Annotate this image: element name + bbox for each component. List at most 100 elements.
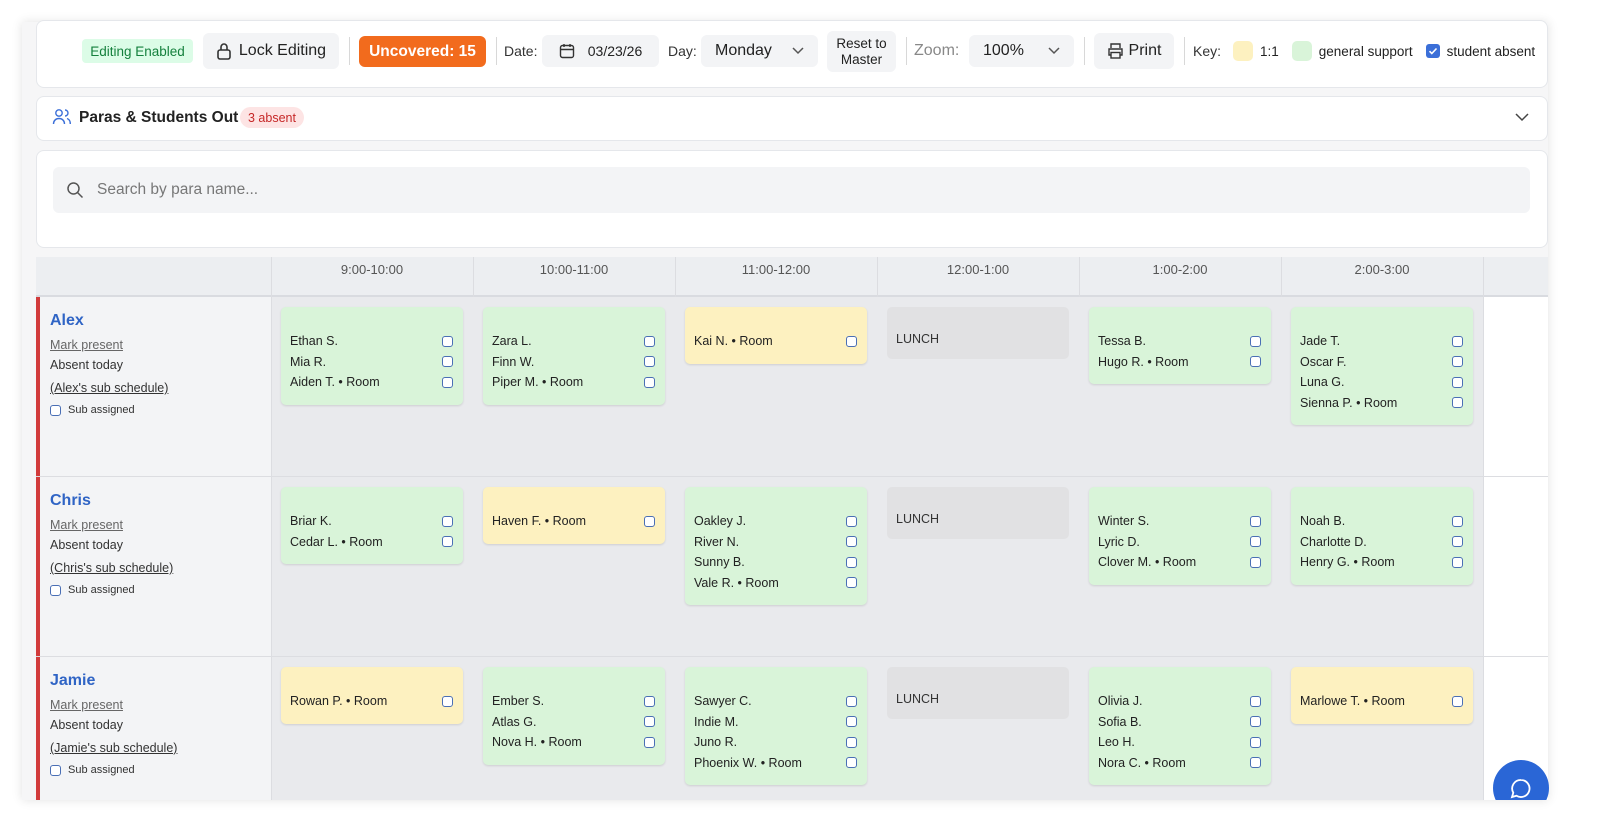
- student-name: Sawyer C.: [694, 694, 752, 709]
- student-absent-checkbox[interactable]: [644, 335, 655, 347]
- sub-schedule-link[interactable]: (Alex's sub schedule): [50, 381, 169, 395]
- divider: [906, 37, 907, 65]
- day-value: Monday: [715, 42, 772, 59]
- student-absent-checkbox[interactable]: [846, 736, 857, 748]
- para-name[interactable]: Chris: [50, 492, 91, 509]
- sub-schedule-link[interactable]: (Chris's sub schedule): [50, 561, 174, 575]
- student-name: Atlas G.: [492, 714, 537, 729]
- mark-present-link[interactable]: Mark present: [50, 338, 123, 352]
- print-button[interactable]: Print: [1094, 33, 1174, 69]
- mark-present-link[interactable]: Mark present: [50, 698, 123, 712]
- student-absent-checkbox[interactable]: [846, 577, 857, 589]
- reset-button[interactable]: Reset to Master: [827, 31, 896, 72]
- assignment-card: Haven F. • Room: [483, 487, 665, 544]
- student-absent-checkbox[interactable]: [846, 556, 857, 568]
- student-absent-checkbox[interactable]: [1250, 736, 1261, 748]
- student-absent-checkbox[interactable]: [846, 716, 857, 728]
- student-row: Finn W.: [492, 352, 655, 373]
- student-absent-checkbox[interactable]: [846, 757, 857, 769]
- assignment-card: Jade T. Oscar F. Luna G. Sienna P. • Room: [1291, 307, 1473, 425]
- student-name: Zara L.: [492, 334, 532, 349]
- student-name: Vale R. • Room: [694, 575, 779, 590]
- student-absent-checkbox[interactable]: [846, 335, 857, 347]
- column-divider: [271, 257, 272, 800]
- para-name[interactable]: Jamie: [50, 672, 96, 689]
- student-absent-checkbox[interactable]: [846, 695, 857, 707]
- student-absent-checkbox[interactable]: [442, 335, 453, 347]
- student-absent-checkbox[interactable]: [1250, 335, 1261, 347]
- divider: [496, 37, 497, 65]
- student-absent-checkbox[interactable]: [1452, 335, 1463, 347]
- student-absent-checkbox[interactable]: [442, 695, 453, 707]
- assignment-card: Sawyer C. Indie M. Juno R. Phoenix W. • Roo…: [685, 667, 867, 785]
- sub-assigned-checkbox[interactable]: [50, 764, 61, 776]
- student-row: Oscar F.: [1300, 352, 1463, 373]
- student-absent-checkbox[interactable]: [1452, 376, 1463, 388]
- student-absent-checkbox[interactable]: [1452, 536, 1463, 548]
- date-input[interactable]: 03/23/26: [542, 35, 659, 67]
- lock-button[interactable]: Lock Editing: [203, 33, 339, 69]
- student-name: Oakley J.: [694, 514, 747, 529]
- sub-assigned-checkbox[interactable]: [50, 584, 61, 596]
- absent-status: Absent today: [50, 718, 123, 732]
- student-absent-checkbox[interactable]: [1452, 397, 1463, 409]
- student-absent-checkbox[interactable]: [1250, 757, 1261, 769]
- zoom-select[interactable]: 100%: [969, 35, 1074, 67]
- lunch-label: LUNCH: [896, 692, 940, 706]
- student-absent-checkbox[interactable]: [846, 536, 857, 548]
- student-absent-checkbox[interactable]: [442, 356, 453, 368]
- student-absent-checkbox[interactable]: [644, 736, 655, 748]
- student-absent-checkbox[interactable]: [644, 695, 655, 707]
- student-absent-checkbox[interactable]: [442, 515, 453, 527]
- assignment-card: Rowan P. • Room: [281, 667, 463, 724]
- search-input[interactable]: [53, 167, 1530, 213]
- chat-button[interactable]: [1493, 760, 1549, 800]
- student-row: Nova H. • Room: [492, 732, 655, 753]
- student-name: Tessa B.: [1098, 334, 1146, 349]
- student-absent-checkbox[interactable]: [644, 356, 655, 368]
- student-absent-checkbox[interactable]: [1250, 356, 1261, 368]
- mark-present-link[interactable]: Mark present: [50, 518, 123, 532]
- student-absent-checkbox[interactable]: [1250, 515, 1261, 527]
- time-slot: 1:00-2:00: [1152, 262, 1208, 277]
- student-absent-checkbox[interactable]: [1250, 716, 1261, 728]
- sub-assigned-checkbox[interactable]: [50, 404, 61, 416]
- student-absent-checkbox[interactable]: [1250, 695, 1261, 707]
- student-row: Indie M.: [694, 712, 857, 733]
- student-row: Leo H.: [1098, 732, 1261, 753]
- student-absent-checkbox[interactable]: [644, 515, 655, 527]
- day-select[interactable]: Monday: [701, 35, 818, 67]
- student-absent-checkbox[interactable]: [1452, 695, 1463, 707]
- student-absent-checkbox[interactable]: [442, 376, 453, 388]
- student-row: Sawyer C.: [694, 691, 857, 712]
- student-absent-checkbox[interactable]: [442, 536, 453, 548]
- para-name[interactable]: Alex: [50, 312, 84, 329]
- time-slot: 10:00-11:00: [539, 262, 609, 277]
- student-name: Nova H. • Room: [492, 735, 582, 750]
- divider: [349, 37, 350, 65]
- student-absent-checkbox[interactable]: [644, 716, 655, 728]
- date-label: Date:: [504, 43, 538, 59]
- student-absent-checkbox[interactable]: [644, 376, 655, 388]
- student-absent-checkbox[interactable]: [1250, 556, 1261, 568]
- student-row: Oakley J.: [694, 511, 857, 532]
- absent-status: Absent today: [50, 538, 123, 552]
- student-row: Lyric D.: [1098, 532, 1261, 553]
- absent-indicator: [36, 297, 40, 477]
- student-absent-checkbox[interactable]: [1250, 536, 1261, 548]
- student-name: Olivia J.: [1098, 694, 1143, 709]
- student-absent-checkbox[interactable]: [846, 515, 857, 527]
- student-absent-checkbox[interactable]: [1452, 356, 1463, 368]
- sub-schedule-link[interactable]: (Jamie's sub schedule): [50, 741, 178, 755]
- uncovered-button[interactable]: Uncovered: 15: [359, 36, 486, 67]
- student-name: Sofia B.: [1098, 714, 1142, 729]
- student-absent-checkbox[interactable]: [1452, 556, 1463, 568]
- student-row: Cedar L. • Room: [290, 532, 453, 553]
- student-row: Henry G. • Room: [1300, 552, 1463, 573]
- student-absent-checkbox[interactable]: [1452, 515, 1463, 527]
- student-name: Rowan P. • Room: [290, 694, 388, 709]
- student-name: Lyric D.: [1098, 534, 1140, 549]
- sub-assigned: Sub assigned: [50, 764, 135, 776]
- expand-chevron[interactable]: [1515, 113, 1529, 122]
